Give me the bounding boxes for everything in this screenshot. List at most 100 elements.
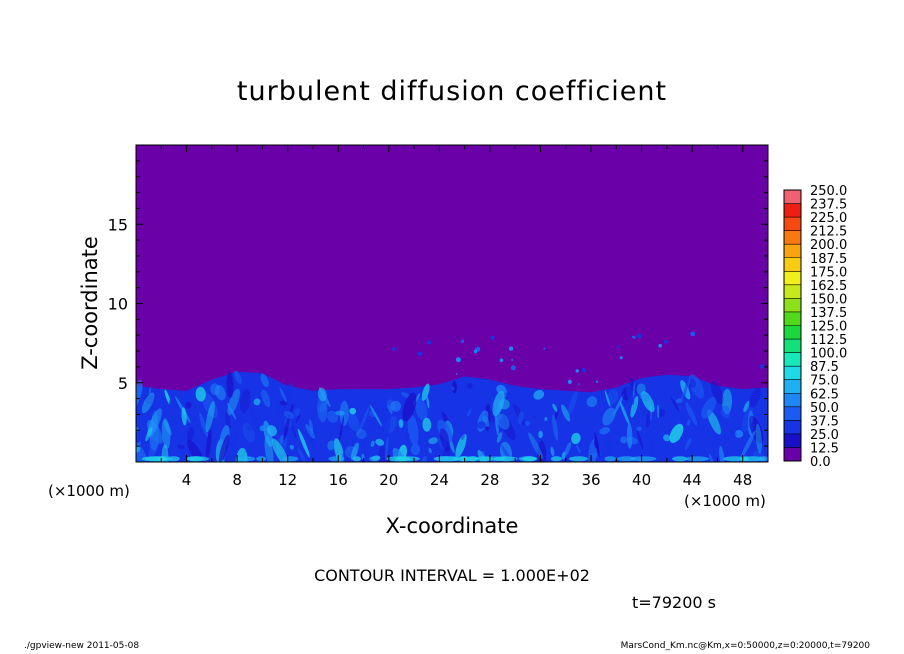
detached-eddy [426,340,432,345]
turbulence-plume [205,401,215,433]
detached-eddy [460,339,465,343]
turbulence-plume [451,380,457,394]
turbulence-plume [729,430,737,438]
turbulence-plume [518,411,524,425]
detached-eddy [617,345,620,348]
detached-eddy [499,358,504,363]
turbulence-plume [597,389,606,402]
surface-plume [757,456,768,462]
turbulence-plume [721,405,731,418]
turbulence-plume [242,423,255,443]
turbulence-plume [636,429,644,450]
turbulence-plume [439,428,450,452]
turbulence-plume [428,437,438,445]
colorbar-label: 0.0 [810,455,831,470]
turbulence-plume [307,429,318,448]
turbulence-plume [669,423,684,444]
turbulence-plume [415,397,428,421]
turbulence-plume [688,374,705,399]
turbulence-plume [538,430,543,439]
turbulence-plume [460,424,466,441]
turbulence-plume [168,398,178,431]
x-tick-label: 20 [379,471,398,489]
turbulence-plume [295,413,301,423]
detached-eddy [663,339,668,344]
colorbar-swatch [784,406,801,421]
turbulence-plume [136,440,149,462]
x-tick-label: 4 [182,471,192,489]
turbulence-plume [528,432,544,460]
turbulence-plume [496,432,503,444]
surface-plume [433,456,455,462]
turbulence-plume [620,436,628,444]
x-unit-label-right: (×1000 m) [684,492,766,510]
turbulence-plume [402,392,417,422]
turbulence-plume [740,430,756,459]
turbulence-plume [545,411,556,442]
turbulence-plume [710,381,724,405]
turbulence-plume [282,383,294,404]
x-axis-label: X-coordinate [385,514,519,538]
colorbar-swatch [784,217,801,231]
detached-eddy [581,368,586,372]
colorbar-swatch [784,244,801,259]
surface-plume [568,456,588,462]
x-tick-label: 44 [683,471,702,489]
colorbar-label: 187.5 [810,252,847,267]
turbulence-plume [369,410,375,418]
turbulence-plume [327,410,339,423]
turbulence-plume [210,383,220,396]
colorbar-label: 250.0 [810,184,847,199]
turbulence-plume [390,400,402,412]
turbulence-plume [748,387,762,409]
colorbar-swatch [784,339,801,353]
colorbar-label: 175.0 [810,265,847,280]
detached-eddy [619,356,623,360]
turbulence-plume [279,435,284,444]
x-tick-label: 12 [278,471,297,489]
turbulence-plume [451,386,455,391]
colorbar-label: 200.0 [810,238,847,253]
surface-plume [616,456,636,462]
turbulence-plume [227,402,236,420]
colorbar-label: 150.0 [810,292,847,307]
turbulence-plume [319,402,327,413]
colorbar-label: 62.5 [810,387,839,402]
turbulence-plume [684,437,692,450]
turbulence-plume [181,407,187,426]
turbulence-plume [164,389,171,406]
turbulence-plume [205,429,212,461]
plot-area [136,145,768,462]
x-tick-label: 48 [733,471,752,489]
detached-eddy [511,359,513,361]
detached-eddy [690,331,696,337]
turbulence-plume [370,421,375,433]
turbulence-plume [755,423,762,454]
turbulence-plume [283,411,295,420]
turbulence-plume [602,407,616,426]
turbulence-plume [407,414,419,446]
turbulence-plume [455,433,467,458]
turbulence-plume [263,420,273,447]
surface-plume [186,456,210,462]
y-tick-label: 5 [118,374,128,393]
turbulence-plume [544,417,548,421]
detached-eddy [658,343,662,348]
turbulence-plume [290,403,294,413]
turbulence-plume [226,371,234,399]
turbulence-plume [163,420,172,436]
turbulence-plume [335,410,345,416]
colorbar-label: 162.5 [810,279,847,294]
colorbar-label: 225.0 [810,211,847,226]
colorbar-swatch [784,393,801,408]
turbulence-plume [709,457,718,462]
turbulence-plume [607,449,616,457]
turbulence-plume [685,402,698,426]
turbulence-plume [195,386,206,402]
turbulence-plume [686,419,691,426]
turbulence-plume [289,447,293,459]
turbulence-plume [370,440,375,448]
turbulence-plume [561,404,571,422]
detached-eddy [392,347,396,351]
